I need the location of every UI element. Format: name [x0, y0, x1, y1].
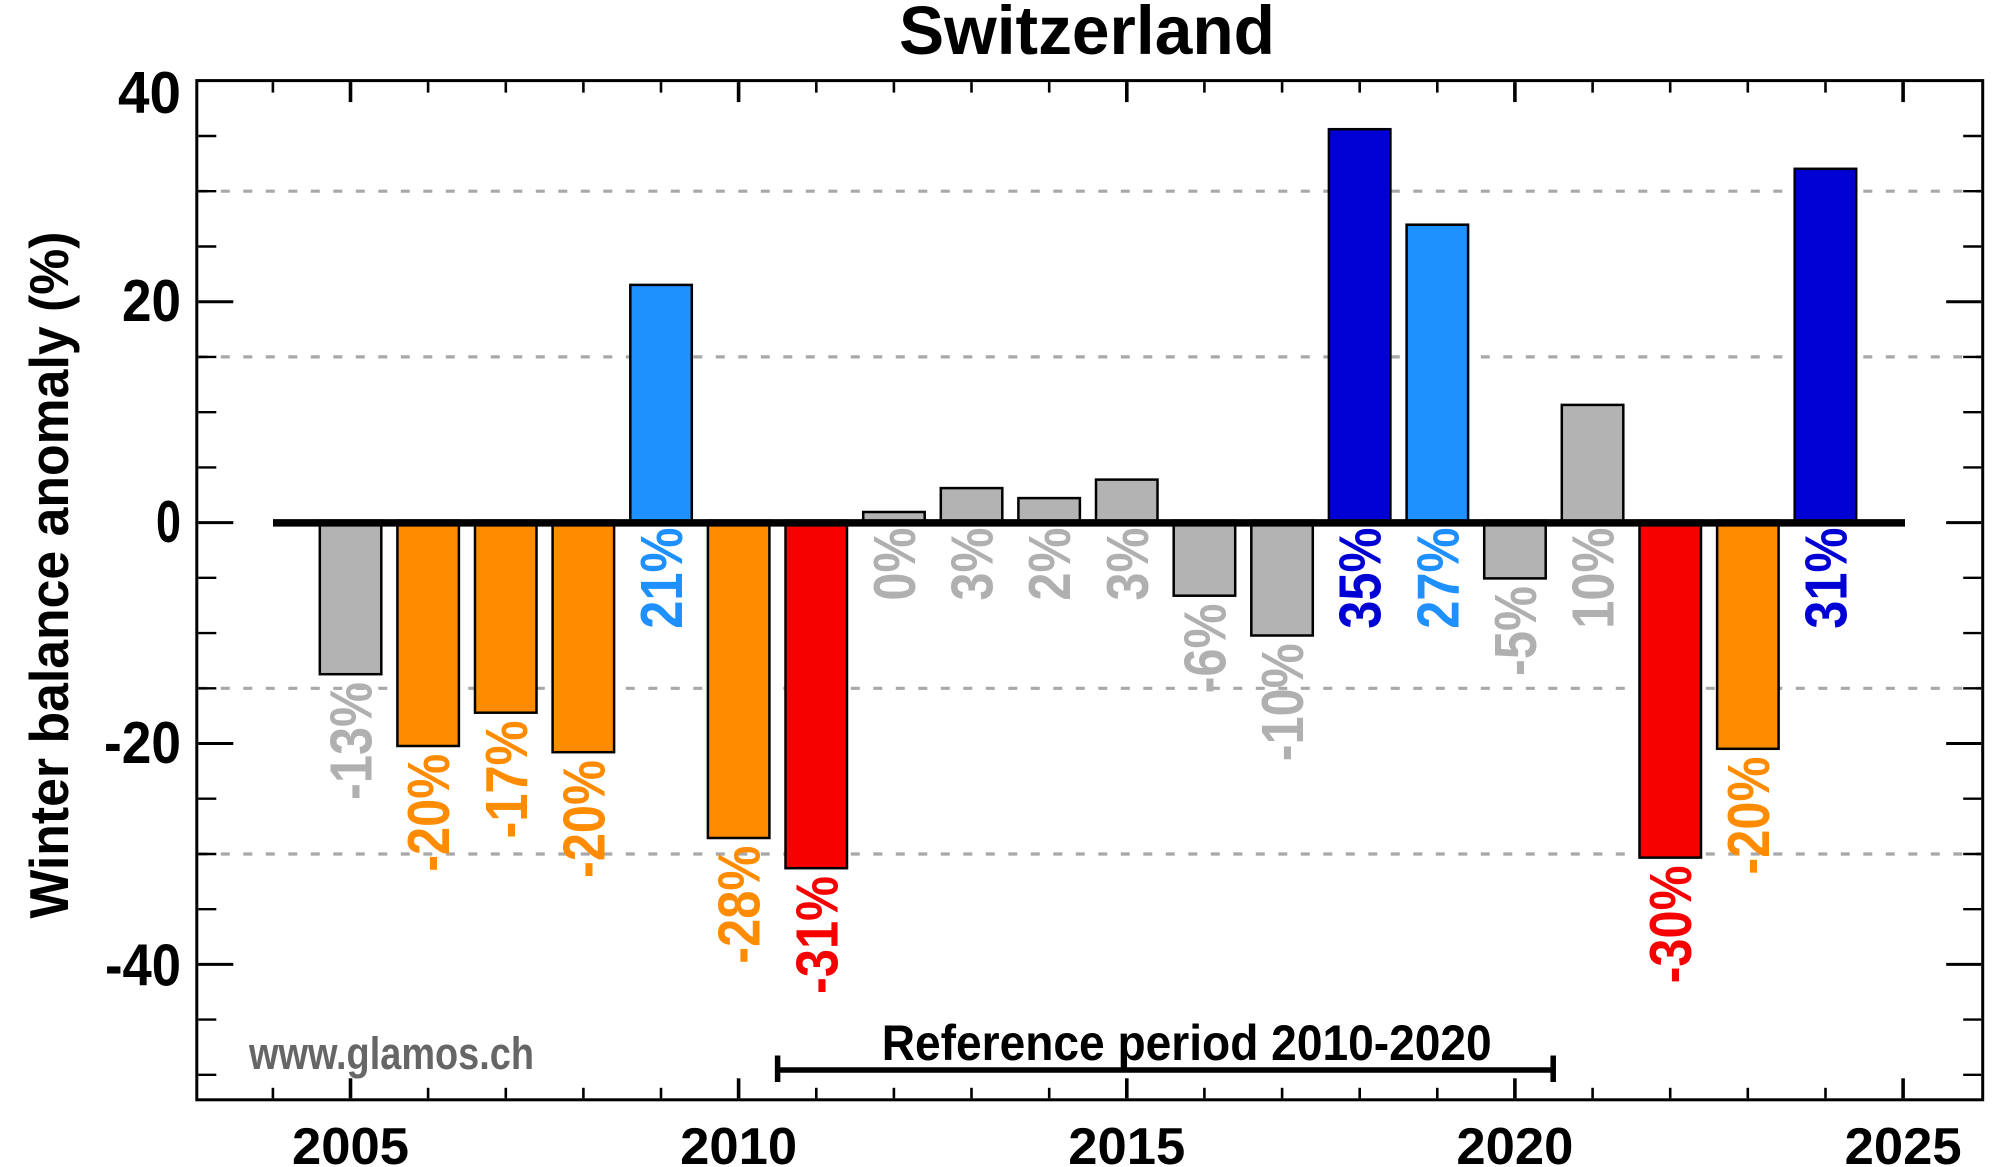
svg-text:35%: 35% [1328, 528, 1394, 629]
svg-text:-6%: -6% [1172, 604, 1238, 694]
svg-text:-31%: -31% [784, 876, 850, 994]
svg-text:0%: 0% [862, 528, 928, 601]
svg-text:2020: 2020 [1456, 1118, 1573, 1167]
svg-text:-20%: -20% [551, 760, 617, 878]
svg-text:-30%: -30% [1638, 865, 1704, 983]
svg-text:-13%: -13% [319, 682, 385, 800]
svg-text:27%: 27% [1405, 528, 1471, 629]
svg-text:-20%: -20% [1716, 757, 1782, 875]
svg-text:21%: 21% [629, 528, 695, 629]
svg-text:40: 40 [118, 60, 181, 126]
svg-text:-28%: -28% [707, 846, 773, 964]
svg-text:www.glamos.ch: www.glamos.ch [248, 1028, 534, 1079]
svg-text:2%: 2% [1017, 528, 1083, 601]
svg-text:0: 0 [156, 489, 181, 555]
svg-text:-20%: -20% [396, 754, 462, 872]
svg-text:-20: -20 [104, 710, 181, 776]
svg-text:31%: 31% [1794, 528, 1860, 629]
svg-text:-17%: -17% [474, 721, 540, 839]
svg-text:-5%: -5% [1483, 586, 1549, 676]
svg-text:2005: 2005 [292, 1118, 409, 1167]
svg-text:3%: 3% [1095, 528, 1161, 601]
svg-text:-10%: -10% [1250, 643, 1316, 761]
svg-text:3%: 3% [940, 528, 1006, 601]
svg-text:2025: 2025 [1845, 1118, 1962, 1167]
svg-text:20: 20 [122, 268, 181, 334]
svg-text:10%: 10% [1561, 528, 1627, 629]
svg-text:Switzerland: Switzerland [899, 0, 1275, 69]
svg-text:Reference period 2010-2020: Reference period 2010-2020 [882, 1015, 1492, 1071]
svg-text:2015: 2015 [1068, 1118, 1185, 1167]
svg-text:2010: 2010 [680, 1118, 797, 1167]
svg-text:-40: -40 [105, 933, 181, 999]
svg-text:Winter balance anomaly (%): Winter balance anomaly (%) [18, 232, 80, 919]
